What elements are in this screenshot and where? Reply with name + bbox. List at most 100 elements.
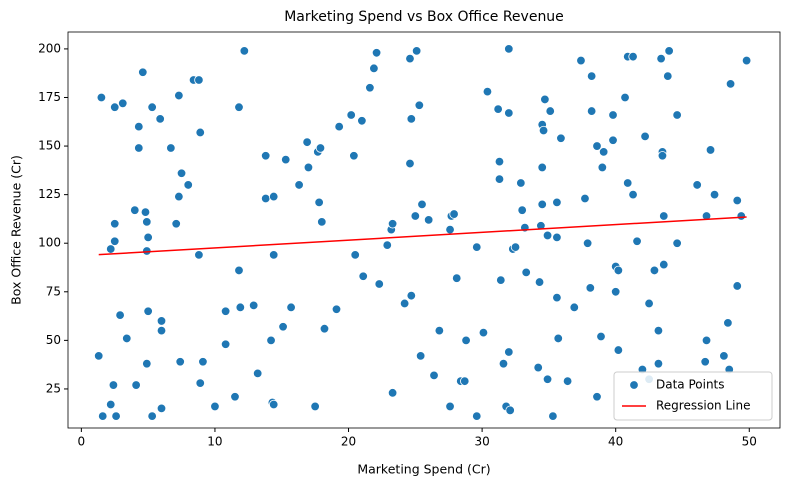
data-point: [493, 104, 503, 114]
x-tick-label: 40: [608, 435, 623, 449]
data-point: [98, 411, 108, 421]
data-point: [725, 79, 736, 89]
data-point: [350, 250, 360, 260]
data-point: [553, 333, 563, 344]
data-point: [252, 368, 263, 379]
data-point: [143, 232, 153, 243]
data-point: [183, 180, 193, 190]
data-point: [358, 271, 368, 281]
data-point: [542, 374, 553, 384]
data-point: [545, 106, 555, 116]
data-point: [122, 333, 132, 344]
data-point: [156, 316, 167, 326]
data-point: [406, 290, 417, 301]
data-point: [176, 168, 187, 178]
data-point: [592, 392, 602, 402]
legend-label: Regression Line: [656, 399, 750, 413]
data-point: [174, 90, 184, 101]
data-point: [613, 345, 624, 355]
data-point: [194, 75, 204, 85]
legend-label: Data Points: [656, 378, 725, 392]
data-point: [540, 94, 550, 105]
data-point: [494, 156, 505, 167]
data-point: [110, 236, 120, 246]
data-point: [405, 158, 415, 169]
data-point: [405, 53, 415, 64]
data-point: [632, 236, 642, 246]
data-point: [106, 244, 116, 254]
data-point: [239, 46, 250, 56]
data-point: [365, 83, 375, 93]
data-point: [542, 230, 553, 241]
data-point: [175, 357, 185, 367]
data-point: [576, 55, 586, 66]
data-point: [156, 403, 167, 414]
data-point: [110, 219, 120, 229]
data-point: [278, 322, 288, 332]
data-point: [445, 224, 455, 235]
data-point: [504, 108, 514, 118]
data-point: [115, 310, 125, 320]
data-point: [596, 331, 606, 342]
y-tick-label: 50: [46, 333, 61, 347]
data-point: [552, 292, 562, 303]
data-point: [657, 151, 668, 161]
data-point: [423, 215, 434, 225]
data-point: [234, 102, 244, 112]
data-point: [281, 154, 291, 165]
data-point: [371, 48, 382, 58]
data-point: [610, 287, 621, 297]
y-tick-label: 25: [46, 381, 61, 395]
data-point: [461, 335, 471, 346]
data-point: [536, 221, 546, 231]
data-point: [538, 125, 549, 136]
data-point: [623, 178, 633, 188]
data-point: [382, 240, 392, 250]
data-point: [644, 298, 654, 309]
data-point: [580, 193, 590, 204]
data-point: [597, 162, 608, 173]
data-point: [449, 209, 459, 219]
data-point: [314, 197, 324, 208]
y-tick-label: 175: [38, 90, 61, 104]
data-point: [653, 358, 664, 369]
data-point: [414, 100, 425, 110]
data-point: [234, 265, 244, 276]
data-point: [504, 44, 514, 54]
data-point: [552, 197, 562, 208]
data-point: [482, 86, 493, 97]
data-point: [537, 199, 547, 210]
data-point: [286, 302, 296, 313]
data-point: [269, 191, 279, 202]
data-point: [369, 63, 379, 74]
data-point: [155, 114, 165, 124]
data-point: [649, 265, 660, 276]
data-point: [569, 302, 579, 313]
data-point: [736, 211, 746, 221]
data-point: [417, 199, 427, 210]
y-tick-label: 75: [46, 284, 61, 298]
y-tick-label: 100: [38, 236, 61, 250]
data-point: [118, 98, 128, 109]
data-point: [628, 51, 638, 62]
data-point: [195, 127, 205, 138]
data-point: [719, 351, 729, 361]
data-point: [672, 238, 682, 248]
data-point: [210, 401, 220, 412]
data-point: [303, 162, 314, 173]
data-point: [346, 110, 356, 120]
data-point: [387, 219, 398, 229]
data-point: [130, 205, 140, 215]
data-point: [592, 141, 602, 151]
x-tick-label: 0: [78, 435, 86, 449]
data-point: [310, 401, 320, 412]
data-point: [556, 133, 566, 143]
data-point: [521, 267, 531, 278]
data-point: [672, 110, 682, 120]
data-point: [613, 265, 624, 276]
data-point: [334, 121, 344, 132]
data-point: [248, 300, 259, 311]
data-point: [663, 71, 673, 81]
regression-line: [98, 216, 747, 256]
